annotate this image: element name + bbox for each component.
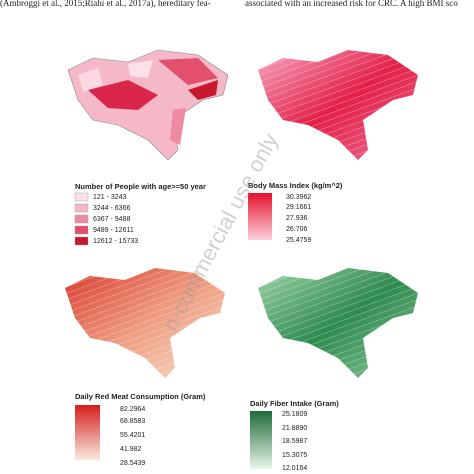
legend-title: Daily Fiber Intake (Gram): [250, 399, 339, 408]
legend-swatch: [74, 203, 89, 213]
legend-label: 9489 - 12611: [93, 227, 134, 234]
legend-label: 3244 - 6366: [93, 205, 130, 212]
legend-label: 27.936: [286, 215, 308, 222]
legend-label: 68.8583: [120, 418, 145, 425]
header-left: (Ambroggi et al., 2015;Riahi et al., 201…: [0, 0, 211, 8]
legend-swatch: [74, 214, 89, 224]
legend-swatch: [74, 192, 89, 202]
legend-label: 55.4201: [120, 432, 145, 439]
legend-label: 41.982: [120, 446, 142, 453]
legend-swatch: [74, 225, 89, 235]
legend-label: 25.4759: [286, 237, 311, 244]
map-zone: [88, 80, 158, 110]
legend-title: Body Mass Index (kg/m^2): [248, 181, 343, 190]
map-population: [67, 49, 229, 161]
map-zone: [170, 108, 186, 145]
legend-gradient: [250, 411, 272, 469]
legend-label: 15.3075: [282, 452, 307, 459]
legend-label: 6367 - 9488: [93, 216, 130, 223]
map-zone: [78, 68, 103, 92]
map-texture: [258, 50, 418, 160]
legend-label: 28.5439: [120, 460, 145, 467]
map-texture: [258, 268, 418, 378]
map-zone: [188, 80, 218, 100]
header-right: associated with an increased risk for CR…: [245, 0, 458, 8]
legend-title: Daily Red Meat Consumption (Gram): [75, 392, 206, 401]
legend-population: 121 - 3243 3244 - 6366 6367 - 9488 9489 …: [74, 192, 138, 246]
legend-label: 121 - 3243: [93, 194, 127, 201]
map-zone: [158, 58, 218, 85]
map-bmi: [258, 50, 418, 160]
map-fiber: [258, 268, 418, 378]
legend-swatch: [74, 236, 89, 246]
legend-label: 82.2964: [120, 406, 145, 413]
legend-label: 29.1661: [286, 204, 311, 211]
legend-gradient: [75, 405, 100, 460]
legend-label: 25.1809: [282, 411, 307, 418]
legend-label: 30.3962: [286, 194, 311, 201]
legend-label: 12612 - 15733: [93, 238, 138, 245]
legend-title: Number of People with age>=50 year: [75, 182, 206, 191]
legend-label: 21.8890: [282, 425, 307, 432]
legend-gradient: [248, 193, 272, 240]
legend-label: 12.0164: [282, 465, 307, 472]
map-zone: [128, 60, 153, 78]
legend-label: 26.706: [286, 226, 308, 233]
legend-label: 18.5987: [282, 438, 307, 445]
